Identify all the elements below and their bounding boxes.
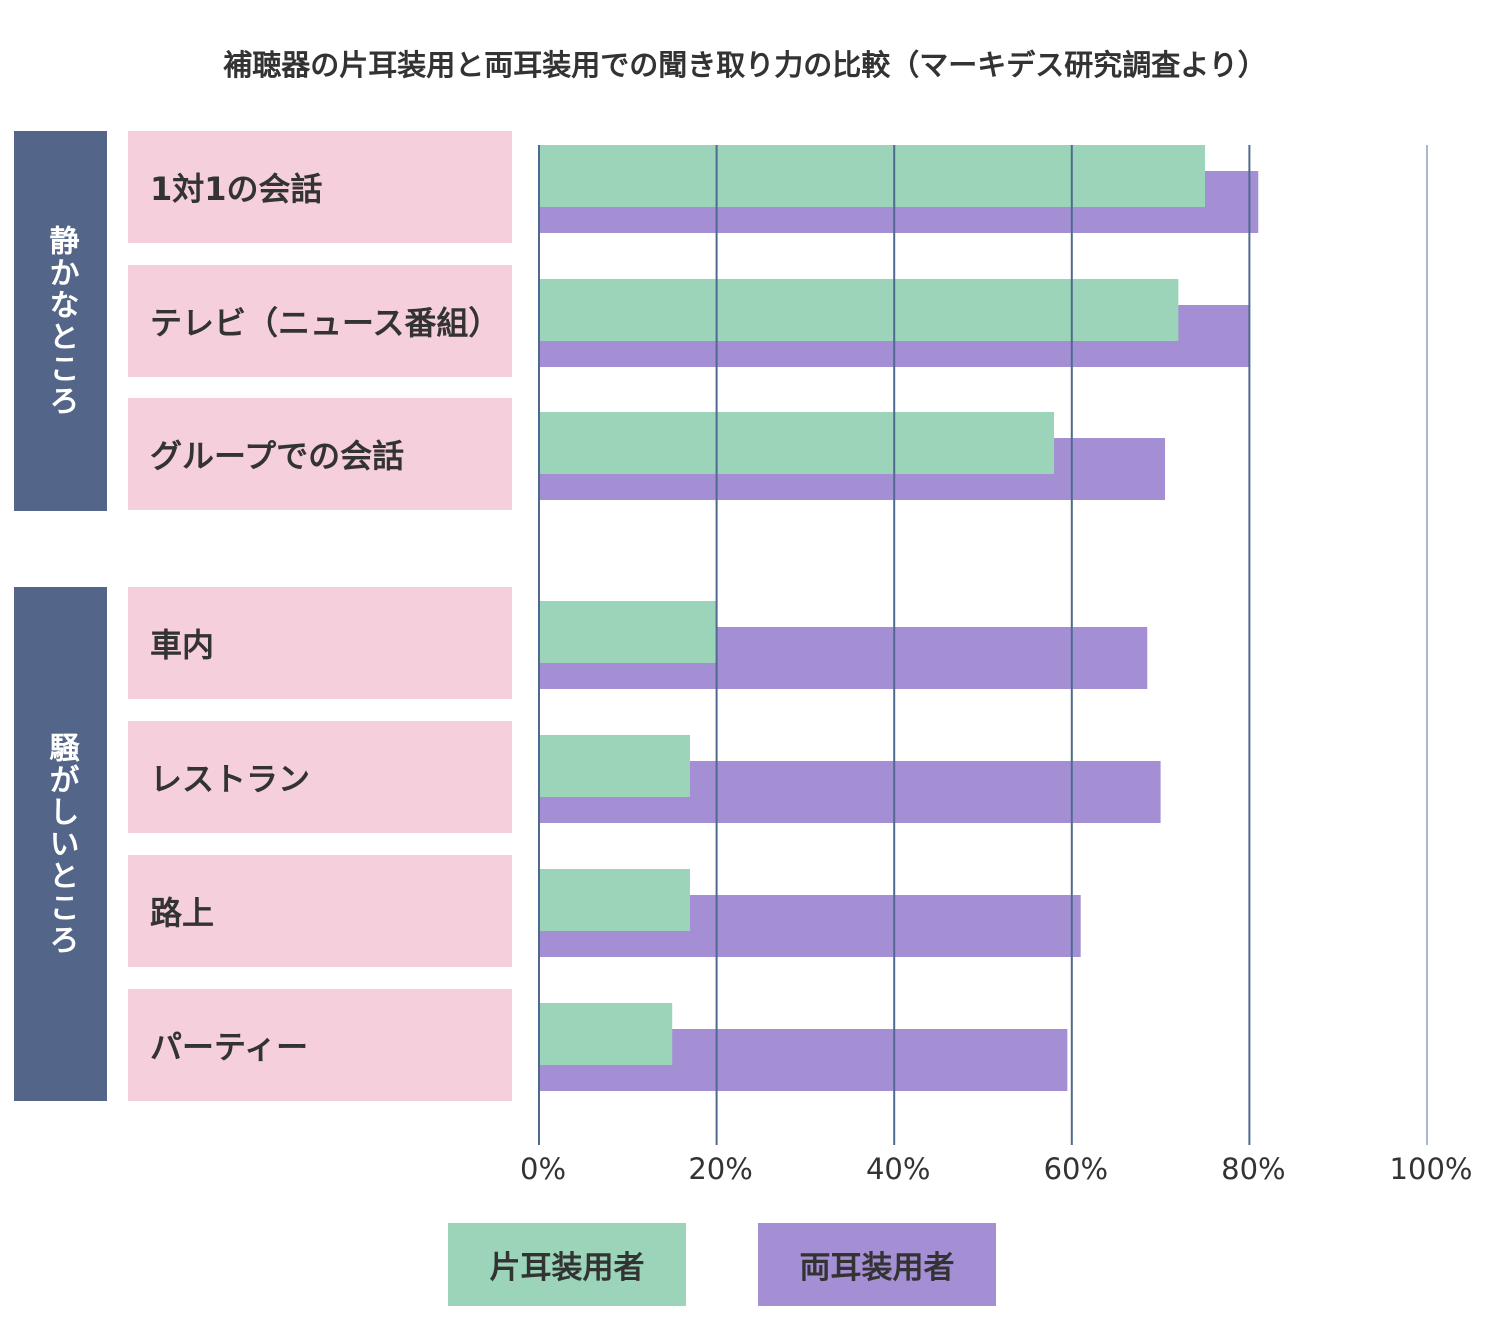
chart-title: 補聴器の片耳装用と両耳装用での聞き取り力の比較（マーキデス研究調査より） xyxy=(223,48,1267,82)
legend-item-monaural: 片耳装用者 xyxy=(448,1223,686,1306)
bar-monaural xyxy=(539,412,1055,474)
category-label: パーティー xyxy=(128,989,512,1101)
group-label-noisy: 騒がしいところ xyxy=(14,587,107,1101)
bar-monaural xyxy=(539,869,690,931)
category-label: グループでの会話 xyxy=(128,398,512,510)
x-tick-label: 0% xyxy=(519,1152,567,1186)
legend-item-binaural: 両耳装用者 xyxy=(758,1223,996,1306)
category-label: テレビ（ニュース番組） xyxy=(128,265,512,377)
category-label: 1対1の会話 xyxy=(128,131,512,243)
bar-monaural xyxy=(539,145,1205,207)
bar-monaural xyxy=(539,1003,673,1065)
bar-monaural xyxy=(539,735,690,797)
group-label-quiet: 静かなところ xyxy=(14,131,107,511)
bar-monaural xyxy=(539,279,1179,341)
x-tick-label: 80% xyxy=(1221,1152,1286,1186)
bar-monaural xyxy=(539,601,717,663)
x-tick-label: 100% xyxy=(1389,1152,1473,1186)
category-label: 路上 xyxy=(128,855,512,967)
category-label: レストラン xyxy=(128,721,512,833)
category-label: 車内 xyxy=(128,587,512,699)
x-tick-label: 20% xyxy=(688,1152,753,1186)
x-tick-label: 40% xyxy=(865,1152,931,1186)
x-tick-label: 60% xyxy=(1043,1152,1109,1186)
